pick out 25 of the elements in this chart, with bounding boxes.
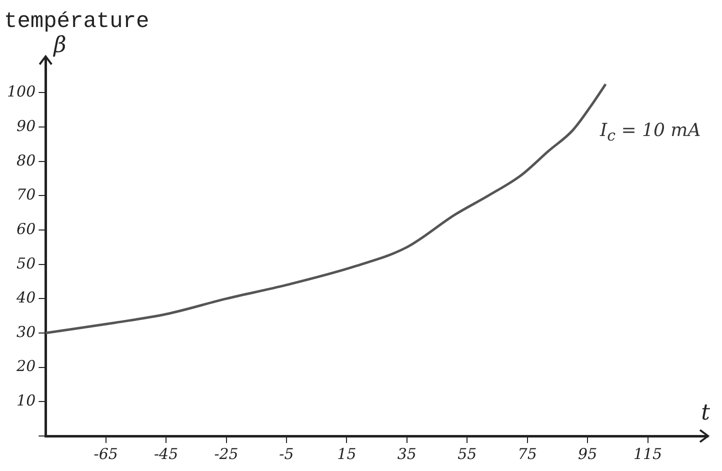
x-tick-label: 95: [578, 444, 598, 463]
y-tick-label: 90: [16, 116, 36, 135]
y-tick-label: 10: [16, 392, 36, 410]
y-tick-label: 30: [16, 322, 36, 341]
x-tick-label: -25: [214, 444, 238, 463]
y-tick-label: 40: [16, 288, 36, 307]
line-series: [46, 82, 607, 334]
chart-title: température: [4, 9, 150, 34]
y-axis-title: β: [52, 33, 66, 58]
y-tick-label: 80: [16, 151, 36, 170]
x-tick-label: 35: [397, 444, 416, 463]
y-tick-label: 100: [6, 82, 36, 101]
x-tick-label: 75: [518, 444, 537, 463]
annotation: I$_{c}$ = 10 mA: [600, 120, 701, 145]
x-tick-label: 15: [337, 444, 356, 463]
x-tick-label: -45: [154, 444, 178, 463]
x-axis-title: t: [701, 400, 710, 426]
y-tick-label: 50: [16, 254, 36, 272]
x-tick-label: -65: [94, 444, 118, 463]
y-tick-label: 20: [16, 357, 36, 376]
y-tick-label: 60: [16, 220, 36, 238]
x-tick-label: 115: [633, 444, 662, 463]
y-tick-label: 70: [16, 186, 36, 204]
x-tick-label: 55: [458, 444, 477, 463]
x-tick-label: -5: [279, 444, 294, 463]
